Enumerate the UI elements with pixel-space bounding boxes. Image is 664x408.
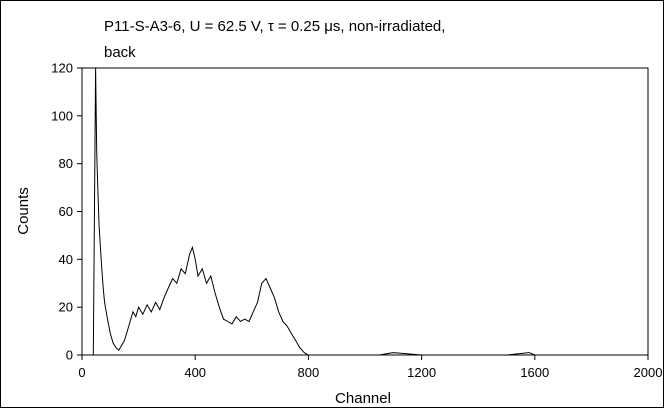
x-tick-label: 800 bbox=[298, 365, 320, 380]
series-line bbox=[92, 67, 648, 356]
x-tick-label: 400 bbox=[184, 365, 206, 380]
y-tick-label: 120 bbox=[51, 61, 73, 76]
y-tick-label: 20 bbox=[59, 300, 73, 315]
x-tick-label: 2000 bbox=[634, 365, 663, 380]
x-axis: 0 400 800 1200 1600 2000 bbox=[78, 355, 662, 380]
x-tick-label: 0 bbox=[78, 365, 85, 380]
y-axis: 0 20 40 60 80 100 120 bbox=[51, 61, 82, 363]
y-tick-label: 40 bbox=[59, 252, 73, 267]
y-tick-label: 100 bbox=[51, 108, 73, 123]
chart-title-line1: P11-S-A3-6, U = 62.5 V, τ = 0.25 μs, non… bbox=[104, 18, 445, 35]
y-tick-label: 0 bbox=[66, 348, 73, 363]
y-tick-label: 60 bbox=[59, 204, 73, 219]
chart-title-line2: back bbox=[104, 44, 136, 61]
plot-area bbox=[81, 67, 649, 356]
y-axis-label: Counts bbox=[15, 187, 32, 235]
x-axis-label: Channel bbox=[335, 390, 391, 407]
x-tick-label: 1200 bbox=[407, 365, 436, 380]
y-tick-label: 80 bbox=[59, 156, 73, 171]
x-tick-label: 1600 bbox=[520, 365, 549, 380]
